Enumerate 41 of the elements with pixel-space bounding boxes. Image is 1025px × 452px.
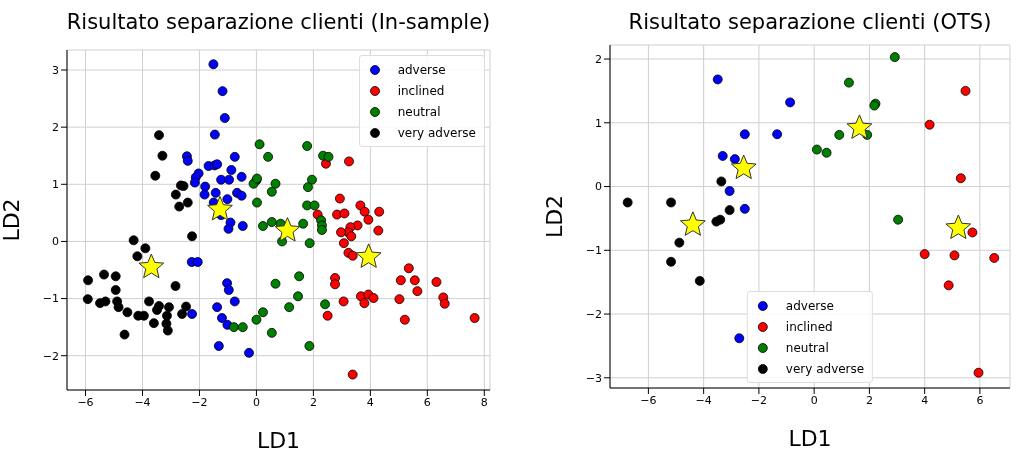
y-tick-label: 3 — [52, 63, 59, 77]
legend-label: neutral — [785, 340, 829, 355]
x-tick-label: 4 — [366, 395, 374, 409]
x-tick-label: 6 — [976, 393, 984, 407]
x-tick-label: −4 — [134, 395, 151, 409]
y-tick-label: −2 — [585, 307, 602, 321]
x-tick-label: −6 — [77, 395, 94, 409]
legend-label: very adverse — [785, 361, 865, 376]
x-tick-label: 4 — [921, 393, 929, 407]
x-tick-label: 0 — [252, 395, 260, 409]
x-tick-label: 6 — [423, 395, 431, 409]
y-tick-label: 0 — [52, 235, 59, 249]
legend-label: adverse — [785, 298, 834, 313]
y-tick-label: 2 — [595, 52, 602, 66]
x-tick-label: −2 — [750, 393, 767, 407]
x-tick-label: 2 — [309, 395, 317, 409]
x-tick-label: 0 — [810, 393, 818, 407]
y-tick-label: −2 — [42, 349, 59, 363]
legend-label: adverse — [397, 62, 446, 77]
y-axis-title: LD2 — [541, 194, 567, 239]
y-tick-label: −1 — [585, 244, 602, 258]
y-tick-label: −1 — [42, 292, 59, 306]
x-tick-label: 2 — [865, 393, 873, 407]
chart-title: Risultato separazione clienti (In-sample) — [66, 10, 491, 34]
y-tick-label: 2 — [52, 121, 59, 135]
legend-label: inclined — [397, 83, 445, 98]
y-tick-label: −3 — [585, 371, 602, 385]
x-axis-title: LD1 — [788, 426, 832, 451]
x-tick-label: −4 — [695, 393, 712, 407]
x-axis-title: LD1 — [256, 428, 301, 452]
y-tick-label: 0 — [595, 180, 602, 194]
x-tick-label: −2 — [191, 395, 208, 409]
y-axis-title: LD2 — [0, 198, 24, 242]
chart-title: Risultato separazione clienti (OTS) — [628, 10, 992, 34]
y-tick-label: 1 — [52, 178, 59, 192]
x-tick-label: −6 — [640, 393, 657, 407]
legend-label: inclined — [785, 319, 833, 334]
x-tick-label: 8 — [480, 395, 488, 409]
legend-label: very adverse — [397, 125, 476, 140]
legend-label: neutral — [397, 104, 441, 119]
y-tick-label: 1 — [595, 116, 602, 130]
